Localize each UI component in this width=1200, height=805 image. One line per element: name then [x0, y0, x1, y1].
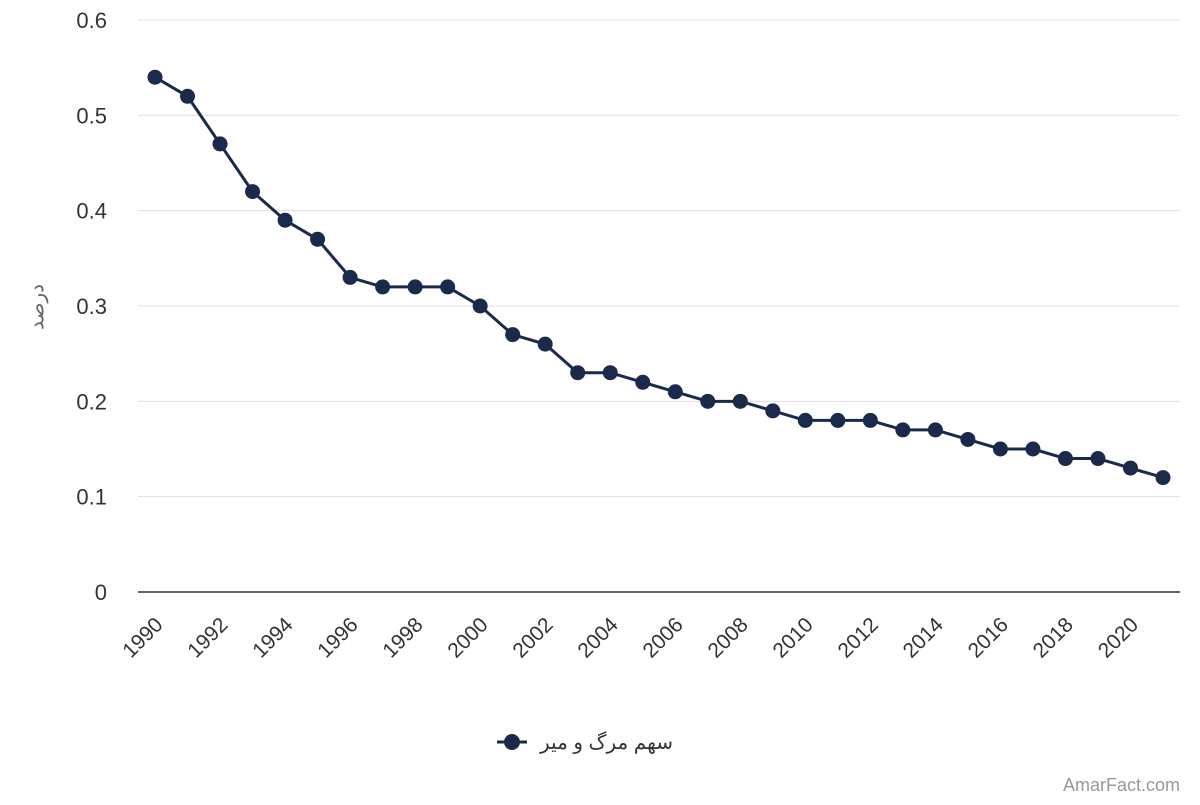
data-point[interactable]: [1057, 451, 1073, 467]
data-point[interactable]: [212, 136, 228, 152]
data-point[interactable]: [310, 231, 326, 247]
grid-lines: [138, 19, 1180, 498]
y-axis-ticks: 0 0.1 0.2 0.3 0.4 0.5 0.6: [76, 8, 107, 605]
data-point[interactable]: [277, 212, 293, 228]
legend-dot-marker: [504, 734, 520, 750]
y-tick-label: 0.1: [76, 485, 107, 510]
data-point[interactable]: [1090, 451, 1106, 467]
data-point[interactable]: [797, 412, 813, 428]
data-point[interactable]: [342, 269, 358, 285]
data-point[interactable]: [1155, 470, 1171, 486]
data-point[interactable]: [992, 441, 1008, 457]
x-tick-label: 2002: [508, 613, 557, 662]
data-point[interactable]: [147, 69, 163, 85]
data-point[interactable]: [927, 422, 943, 438]
y-tick-label: 0: [95, 580, 107, 605]
y-tick-label: 0.5: [76, 103, 107, 128]
x-tick-label: 2020: [1094, 613, 1143, 662]
x-axis-ticks: 1990 1992 1994 1996 1998 2000 2002 2004 2006 2008…: [118, 613, 1143, 663]
data-point[interactable]: [732, 393, 748, 409]
legend[interactable]: سهم مرگ و میر: [497, 731, 673, 754]
data-point[interactable]: [895, 422, 911, 438]
x-tick-label: 1990: [118, 613, 167, 662]
data-point[interactable]: [765, 403, 781, 419]
y-tick-label: 0.6: [76, 8, 107, 33]
data-point[interactable]: [537, 336, 553, 352]
x-tick-label: 1992: [183, 613, 232, 662]
x-tick-label: 2004: [573, 613, 623, 663]
y-tick-label: 0.4: [76, 199, 107, 224]
x-tick-label: 1994: [248, 613, 298, 663]
series-line: [153, 75, 1165, 480]
data-point[interactable]: [667, 384, 683, 400]
data-point[interactable]: [440, 279, 456, 295]
data-point[interactable]: [407, 279, 423, 295]
data-point[interactable]: [960, 431, 976, 447]
y-axis-title: درصد: [26, 284, 48, 330]
series-layer: [147, 69, 1171, 486]
data-point[interactable]: [830, 412, 846, 428]
data-point[interactable]: [700, 393, 716, 409]
x-tick-label: 2010: [769, 613, 818, 662]
watermark-credit[interactable]: AmarFact.com: [1063, 775, 1180, 795]
x-tick-label: 1998: [378, 613, 427, 662]
data-point[interactable]: [505, 327, 521, 343]
y-tick-label: 0.2: [76, 389, 107, 414]
data-point[interactable]: [862, 412, 878, 428]
data-point[interactable]: [602, 365, 618, 381]
data-point[interactable]: [635, 374, 651, 390]
data-point[interactable]: [472, 298, 488, 314]
x-tick-label: 2006: [638, 613, 687, 662]
data-point[interactable]: [375, 279, 391, 295]
x-tick-label: 2018: [1029, 613, 1078, 662]
data-point[interactable]: [570, 365, 586, 381]
data-point[interactable]: [180, 88, 196, 104]
data-point[interactable]: [1025, 441, 1041, 457]
x-tick-label: 2016: [964, 613, 1013, 662]
x-tick-label: 2014: [899, 613, 949, 663]
x-tick-label: 2000: [443, 613, 492, 662]
data-point[interactable]: [245, 184, 261, 200]
x-tick-label: 2012: [834, 613, 883, 662]
x-tick-label: 1996: [313, 613, 362, 662]
data-point[interactable]: [1122, 460, 1138, 476]
legend-label: سهم مرگ و میر: [539, 731, 673, 754]
x-tick-label: 2008: [704, 613, 753, 662]
y-tick-label: 0.3: [76, 294, 107, 319]
